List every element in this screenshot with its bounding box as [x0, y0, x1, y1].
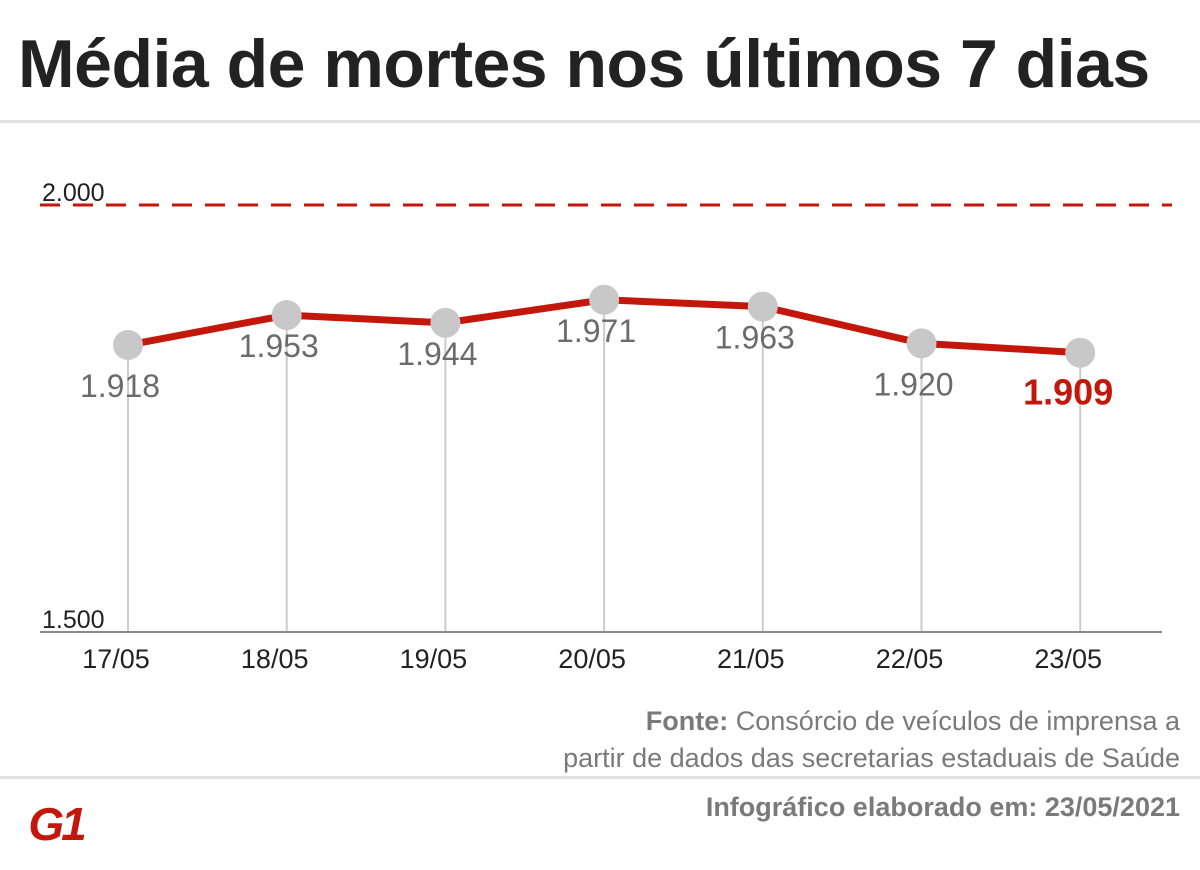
source-note: Fonte: Consórcio de veículos de imprensa…: [563, 703, 1180, 777]
chart-title: Média de mortes nos últimos 7 dias: [18, 26, 1150, 102]
value-label-17/05: 1.918: [80, 368, 160, 404]
source-line-1-text: Consórcio de veículos de imprensa a: [735, 706, 1180, 736]
source-label: Fonte:: [645, 706, 729, 736]
value-label-18/05: 1.953: [239, 328, 319, 364]
x-tick-label-23/05: 23/05: [1034, 644, 1102, 674]
value-label-21/05: 1.963: [715, 320, 795, 356]
data-point-19/05: [430, 307, 461, 338]
data-point-23/05: [1065, 337, 1096, 368]
data-point-21/05: [747, 291, 778, 322]
y-tick-label-2000: 2.000: [42, 179, 105, 207]
line-chart: 2.000 1.500 1.918 1.953 1.944 1.971 1.963 1.920…: [40, 179, 1172, 674]
infographic-date: Infográfico elaborado em: 23/05/2021: [705, 792, 1180, 822]
data-point-20/05: [589, 284, 620, 315]
value-label-20/05: 1.971: [556, 313, 636, 349]
y-tick-label-1500: 1.500: [42, 606, 105, 634]
value-label-22/05: 1.920: [873, 366, 953, 402]
x-tick-label-19/05: 19/05: [400, 644, 468, 674]
source-line-2: partir de dados das secretarias estaduai…: [563, 743, 1180, 773]
x-tick-label-22/05: 22/05: [876, 644, 944, 674]
x-tick-label-17/05: 17/05: [82, 644, 150, 674]
value-label-19/05: 1.944: [397, 336, 477, 372]
value-label-23/05: 1.909: [1023, 372, 1113, 413]
x-tick-label-21/05: 21/05: [717, 644, 785, 674]
source-line-1: Fonte: Consórcio de veículos de imprensa…: [563, 703, 1180, 740]
x-tick-label-18/05: 18/05: [241, 644, 309, 674]
data-point-17/05: [113, 330, 143, 361]
data-point-22/05: [906, 328, 937, 359]
data-point-18/05: [271, 300, 302, 331]
x-tick-label-20/05: 20/05: [558, 644, 626, 674]
title-divider: [0, 120, 1200, 123]
g1-logo: G1: [28, 800, 88, 846]
footer-divider: [0, 776, 1200, 779]
logo-text: G1: [28, 800, 85, 846]
